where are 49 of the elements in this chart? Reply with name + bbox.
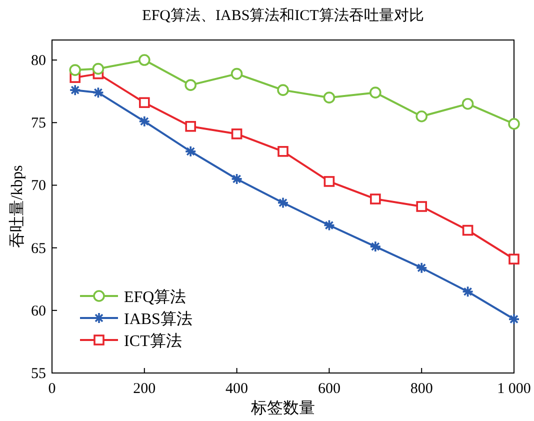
y-tick-label: 80 bbox=[31, 53, 46, 70]
point bbox=[323, 219, 336, 232]
point bbox=[462, 98, 474, 110]
x-tick-label: 800 bbox=[410, 381, 433, 397]
point bbox=[277, 84, 289, 96]
legend-label: EFQ算法 bbox=[124, 288, 186, 306]
point bbox=[323, 92, 336, 104]
x-tick-label: 0 bbox=[48, 381, 56, 397]
point bbox=[416, 262, 428, 274]
legend-label: ICT算法 bbox=[124, 332, 182, 350]
point bbox=[416, 110, 428, 122]
point bbox=[277, 196, 289, 209]
x-tick-label: 600 bbox=[318, 381, 340, 397]
point bbox=[138, 54, 150, 66]
point bbox=[508, 254, 520, 264]
point bbox=[416, 201, 427, 212]
x-tick-label: 1 000 bbox=[497, 381, 531, 397]
y-tick-label: 70 bbox=[31, 178, 46, 194]
x-axis-title: 标签数量 bbox=[250, 400, 315, 417]
point bbox=[92, 86, 104, 98]
point bbox=[92, 62, 104, 75]
legend-label: IABS算法 bbox=[124, 310, 192, 328]
point bbox=[185, 120, 196, 132]
point bbox=[370, 194, 381, 204]
point bbox=[230, 68, 243, 80]
point bbox=[184, 146, 196, 158]
point bbox=[69, 64, 81, 76]
point bbox=[69, 84, 81, 96]
y-tick-label: 60 bbox=[31, 303, 46, 320]
point bbox=[462, 224, 474, 236]
point bbox=[139, 97, 150, 108]
point bbox=[508, 313, 520, 326]
chart-title: EFQ算法、IABS算法和ICT算法吞吐量对比 bbox=[142, 7, 424, 24]
y-tick-label: 75 bbox=[31, 116, 46, 132]
point bbox=[370, 86, 382, 98]
point bbox=[462, 286, 474, 298]
y-tick-label: 65 bbox=[31, 240, 46, 257]
point bbox=[231, 128, 242, 140]
point bbox=[508, 118, 520, 130]
x-tick-label: 200 bbox=[133, 381, 156, 397]
point bbox=[278, 146, 288, 157]
point bbox=[230, 173, 243, 185]
y-axis-title: 吞吐量/kbps bbox=[8, 165, 26, 248]
point bbox=[324, 176, 335, 187]
y-tick-label: 55 bbox=[31, 366, 46, 382]
point bbox=[370, 240, 382, 252]
point bbox=[138, 115, 150, 128]
point bbox=[184, 79, 196, 91]
x-tick-label: 400 bbox=[226, 381, 248, 397]
